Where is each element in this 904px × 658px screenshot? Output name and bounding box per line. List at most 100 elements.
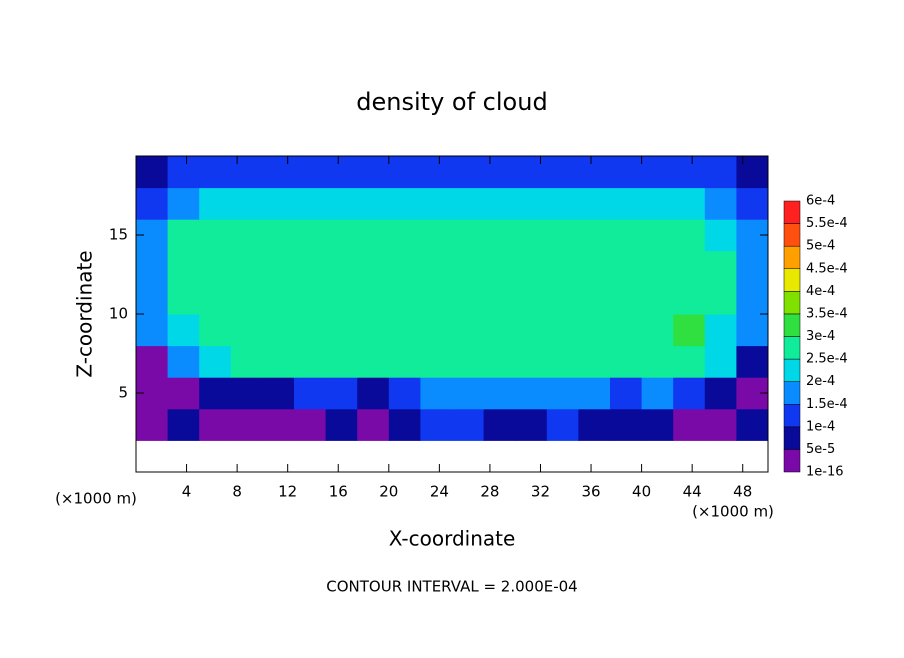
field-cell bbox=[420, 282, 453, 315]
field-cell bbox=[578, 250, 611, 283]
field-cell bbox=[452, 314, 485, 347]
colorbar-box bbox=[783, 404, 801, 428]
colorbar-label: 5e-5 bbox=[806, 442, 835, 457]
field-cell bbox=[610, 282, 643, 315]
field-cell bbox=[673, 314, 706, 347]
field-cell bbox=[325, 282, 358, 315]
field-cell bbox=[546, 408, 579, 441]
field-cell bbox=[262, 408, 295, 441]
field-cell bbox=[325, 314, 358, 347]
field-cell bbox=[167, 314, 200, 347]
field-cell bbox=[452, 156, 485, 189]
field-cell bbox=[673, 156, 706, 189]
colorbar-box bbox=[783, 245, 801, 270]
field-cell bbox=[230, 408, 263, 441]
field-cell bbox=[388, 408, 421, 441]
field-cell bbox=[325, 377, 358, 410]
field-cell bbox=[578, 377, 611, 410]
field-cell bbox=[136, 345, 169, 378]
colorbar-label: 1e-4 bbox=[806, 419, 835, 434]
field-cell bbox=[325, 250, 358, 283]
x-tick-label: 44 bbox=[683, 483, 702, 501]
field-cell bbox=[673, 187, 706, 220]
field-cell bbox=[483, 345, 516, 378]
field-cell bbox=[641, 282, 674, 315]
x-tick-label: 16 bbox=[329, 483, 348, 501]
field-cell bbox=[199, 377, 232, 410]
field-cell bbox=[136, 282, 169, 315]
field-cell bbox=[546, 219, 579, 252]
field-cell bbox=[199, 219, 232, 252]
field-cell bbox=[357, 282, 390, 315]
field-cell bbox=[515, 219, 548, 252]
field-cell bbox=[325, 219, 358, 252]
field-cell bbox=[420, 219, 453, 252]
x-axis-label: X-coordinate bbox=[389, 527, 516, 551]
field-cell bbox=[420, 345, 453, 378]
field-cell bbox=[515, 282, 548, 315]
colorbar-box bbox=[783, 268, 801, 292]
field-cell bbox=[388, 187, 421, 220]
field-cell bbox=[230, 282, 263, 315]
field-cell bbox=[357, 250, 390, 283]
field-cell bbox=[199, 156, 232, 189]
field-cell bbox=[357, 156, 390, 189]
field-cell bbox=[704, 156, 737, 189]
field-cell bbox=[262, 314, 295, 347]
field-cell bbox=[641, 250, 674, 283]
field-cell bbox=[641, 219, 674, 252]
field-cell bbox=[325, 187, 358, 220]
field-cell bbox=[452, 250, 485, 283]
field-cell bbox=[610, 187, 643, 220]
field-cell bbox=[167, 282, 200, 315]
field-cell bbox=[388, 219, 421, 252]
field-cell bbox=[262, 250, 295, 283]
colorbar-label: 2e-4 bbox=[806, 374, 835, 389]
field-cell bbox=[230, 156, 263, 189]
y-tick-label: 5 bbox=[118, 384, 128, 402]
field-cell bbox=[483, 314, 516, 347]
x-unit: (×1000 m) bbox=[692, 503, 774, 521]
field-cell bbox=[199, 408, 232, 441]
field-cell bbox=[230, 219, 263, 252]
field-cell bbox=[452, 408, 485, 441]
field-cell bbox=[704, 187, 737, 220]
field-cell bbox=[294, 156, 327, 189]
field-cell bbox=[230, 314, 263, 347]
field-cell bbox=[136, 187, 169, 220]
field-cell bbox=[515, 250, 548, 283]
field-cell bbox=[452, 219, 485, 252]
field-cell bbox=[199, 250, 232, 283]
field-cell bbox=[546, 282, 579, 315]
field-cell bbox=[452, 187, 485, 220]
field-cell bbox=[736, 250, 769, 283]
colorbar-box bbox=[783, 358, 801, 382]
field-cell bbox=[546, 377, 579, 410]
field-cell bbox=[641, 314, 674, 347]
field-cell bbox=[230, 377, 263, 410]
field-cell bbox=[230, 250, 263, 283]
field-cell bbox=[357, 219, 390, 252]
y-unit: (×1000 m) bbox=[55, 490, 137, 508]
field-cell bbox=[515, 187, 548, 220]
colorbar-label: 4.5e-4 bbox=[806, 261, 848, 276]
y-axis-label: Z-coordinate bbox=[73, 250, 97, 377]
field-cell bbox=[388, 250, 421, 283]
x-tick-label: 48 bbox=[733, 483, 752, 501]
field-cell bbox=[610, 345, 643, 378]
field-cell bbox=[578, 314, 611, 347]
field-cell bbox=[420, 314, 453, 347]
field-cell bbox=[610, 377, 643, 410]
colorbar-box bbox=[783, 336, 801, 360]
field-cell bbox=[610, 314, 643, 347]
field-cell bbox=[704, 250, 737, 283]
field-cell bbox=[167, 250, 200, 283]
field-cell bbox=[230, 187, 263, 220]
x-tick-label: 8 bbox=[232, 483, 242, 501]
field-cell bbox=[420, 377, 453, 410]
chart-title: density of cloud bbox=[356, 88, 547, 116]
field-cell bbox=[357, 408, 390, 441]
field-cell bbox=[546, 345, 579, 378]
field-cell bbox=[294, 187, 327, 220]
field-cell bbox=[483, 187, 516, 220]
